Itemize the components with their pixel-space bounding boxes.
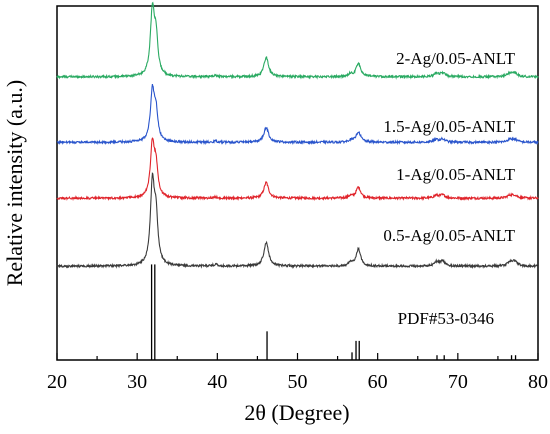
x-tick-label: 60 (368, 371, 388, 393)
x-tick-label: 70 (448, 371, 468, 393)
series-label-2-ag: 2-Ag/0.05-ANLT (396, 49, 515, 68)
series-label-1-5-ag: 1.5-Ag/0.05-ANLT (383, 117, 515, 136)
series-line-1 (56, 83, 539, 146)
x-axis-title: 2θ (Degree) (244, 400, 349, 425)
reference-label: PDF#53-0346 (398, 309, 494, 328)
y-axis-title: Relative intensity (a.u.) (2, 80, 27, 287)
x-tick-label: 50 (288, 371, 308, 393)
x-tick-label: 80 (528, 371, 548, 393)
x-tick-label: 30 (127, 371, 147, 393)
series-lines (56, 1, 539, 270)
reference-lines (150, 264, 517, 360)
x-axis-ticks (56, 353, 539, 360)
series-line-2 (56, 137, 539, 202)
series-labels: 2-Ag/0.05-ANLT 1.5-Ag/0.05-ANLT 1-Ag/0.0… (383, 49, 515, 328)
series-line-0 (56, 1, 539, 80)
x-tick-label: 20 (47, 371, 67, 393)
x-tick-label: 40 (207, 371, 227, 393)
series-label-0-5-ag: 0.5-Ag/0.05-ANLT (383, 226, 515, 245)
x-axis-tick-labels: 20 30 40 50 60 70 80 (47, 371, 548, 393)
series-label-1-ag: 1-Ag/0.05-ANLT (396, 165, 515, 184)
series-line-3 (56, 172, 539, 270)
